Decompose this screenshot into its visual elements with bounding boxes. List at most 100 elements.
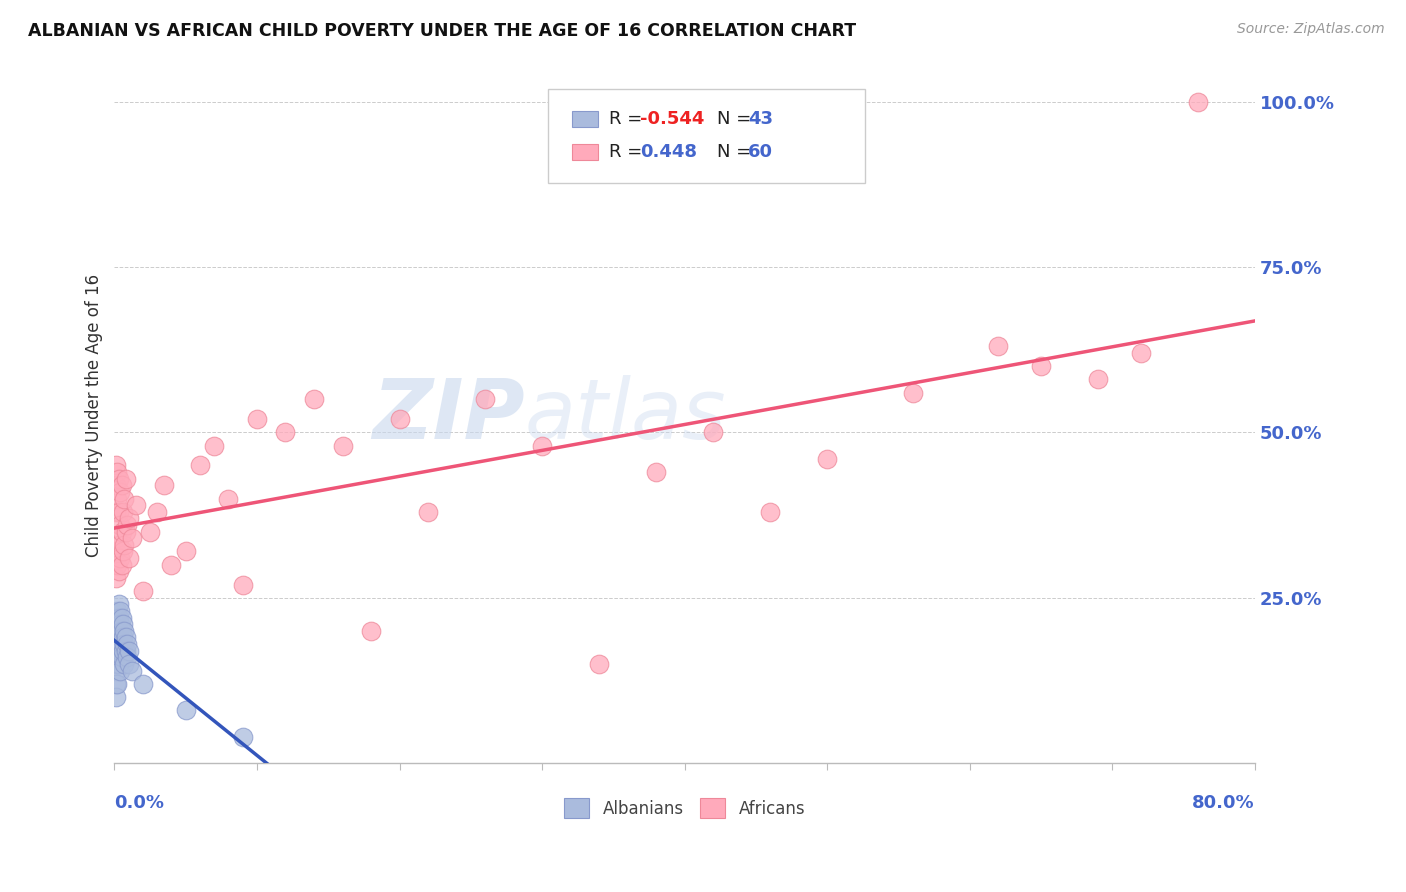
Point <box>146 505 169 519</box>
Point <box>118 551 141 566</box>
Text: 43: 43 <box>748 110 773 128</box>
Text: ALBANIAN VS AFRICAN CHILD POVERTY UNDER THE AGE OF 16 CORRELATION CHART: ALBANIAN VS AFRICAN CHILD POVERTY UNDER … <box>28 22 856 40</box>
Point <box>474 392 496 407</box>
Point <box>121 664 143 678</box>
Point <box>104 664 127 678</box>
Point <box>107 564 129 578</box>
Point <box>107 505 129 519</box>
Point <box>188 458 211 473</box>
Point <box>110 524 132 539</box>
Point <box>115 650 138 665</box>
Point <box>987 339 1010 353</box>
Text: ZIP: ZIP <box>373 376 524 457</box>
Point <box>111 505 134 519</box>
Point <box>645 465 668 479</box>
Point <box>104 637 127 651</box>
Point <box>702 425 724 440</box>
Point <box>360 624 382 638</box>
Point <box>115 637 138 651</box>
Point <box>107 598 129 612</box>
Point <box>112 491 135 506</box>
Point <box>114 524 136 539</box>
Point <box>104 478 127 492</box>
Point <box>107 657 129 671</box>
Point <box>110 558 132 572</box>
Point <box>1029 359 1052 374</box>
Point <box>217 491 239 506</box>
Point <box>105 677 128 691</box>
Point <box>132 584 155 599</box>
Point <box>107 624 129 638</box>
Point <box>105 617 128 632</box>
Point <box>110 650 132 665</box>
Point <box>110 610 132 624</box>
Point <box>105 643 128 657</box>
Point <box>108 643 131 657</box>
Point <box>132 677 155 691</box>
Point <box>274 425 297 440</box>
Point <box>111 631 134 645</box>
Point <box>815 451 838 466</box>
Point <box>111 643 134 657</box>
Point <box>246 412 269 426</box>
Point <box>118 643 141 657</box>
Point <box>104 677 127 691</box>
Point <box>108 664 131 678</box>
Point <box>416 505 439 519</box>
Text: R =: R = <box>609 110 648 128</box>
Point <box>107 538 129 552</box>
Point <box>110 637 132 651</box>
Text: Source: ZipAtlas.com: Source: ZipAtlas.com <box>1237 22 1385 37</box>
Point <box>1087 372 1109 386</box>
Point <box>104 458 127 473</box>
Point <box>104 650 127 665</box>
Point <box>531 439 554 453</box>
Text: -0.544: -0.544 <box>640 110 704 128</box>
Text: 60: 60 <box>748 143 773 161</box>
Legend: Albanians, Africans: Albanians, Africans <box>557 792 811 824</box>
Y-axis label: Child Poverty Under the Age of 16: Child Poverty Under the Age of 16 <box>86 274 103 558</box>
Point <box>160 558 183 572</box>
Point <box>332 439 354 453</box>
Point <box>104 571 127 585</box>
Text: R =: R = <box>609 143 648 161</box>
Point <box>104 690 127 704</box>
Text: 0.0%: 0.0% <box>114 795 165 813</box>
Point <box>174 544 197 558</box>
Point <box>104 544 127 558</box>
Text: N =: N = <box>717 110 756 128</box>
Point <box>112 538 135 552</box>
Point <box>302 392 325 407</box>
Point <box>174 703 197 717</box>
Point <box>108 551 131 566</box>
Point <box>118 657 141 671</box>
Point <box>111 544 134 558</box>
Point <box>104 624 127 638</box>
Point <box>759 505 782 519</box>
Point <box>108 484 131 499</box>
Text: 0.448: 0.448 <box>640 143 697 161</box>
Point <box>114 643 136 657</box>
Point <box>108 617 131 632</box>
Point <box>115 518 138 533</box>
Point <box>114 631 136 645</box>
Point <box>105 631 128 645</box>
Point <box>153 478 176 492</box>
Point <box>110 478 132 492</box>
Point <box>107 472 129 486</box>
Point <box>114 472 136 486</box>
Point <box>110 624 132 638</box>
Point <box>1129 346 1152 360</box>
Point <box>232 730 254 744</box>
Point <box>108 518 131 533</box>
Point <box>139 524 162 539</box>
Point <box>388 412 411 426</box>
Point <box>901 385 924 400</box>
Point <box>105 657 128 671</box>
Text: atlas: atlas <box>524 376 727 457</box>
Point <box>108 631 131 645</box>
Text: N =: N = <box>717 143 756 161</box>
Point <box>105 604 128 618</box>
Point <box>107 610 129 624</box>
Point <box>104 505 127 519</box>
